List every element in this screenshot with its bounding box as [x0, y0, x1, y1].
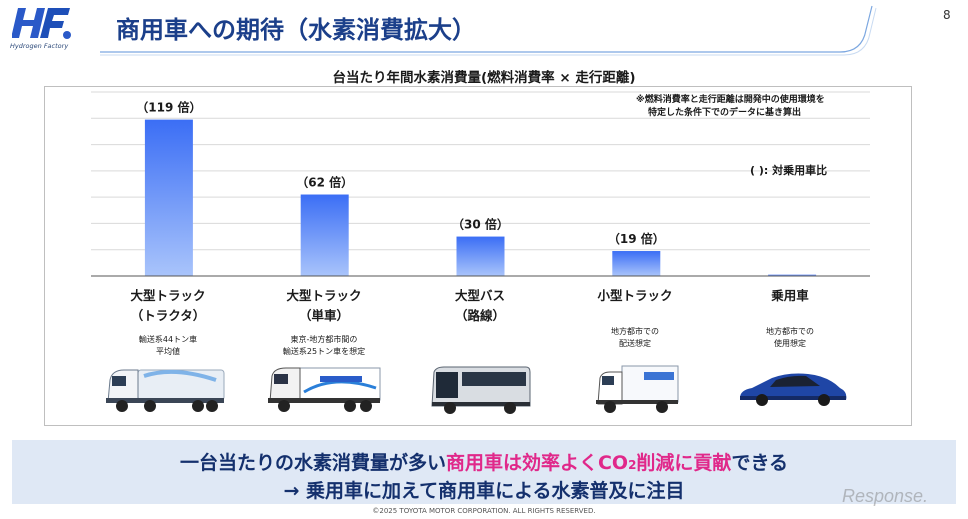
category-desc: 使用想定 [774, 339, 806, 348]
tractor-truck-icon [106, 369, 225, 412]
category-bus: 大型バス （路線） [420, 286, 540, 326]
box-truck-icon [268, 367, 381, 412]
note-line-2: 特定した条件下でのデータに基き算出 [648, 108, 802, 118]
bar-value-label: （62 倍） [296, 175, 353, 190]
category-small-truck: 小型トラック 地方都市での 配送想定 [575, 286, 695, 350]
conclusion-banner: 一台当たりの水素消費量が多い商用車は効率よくCO2削減に貢献できる → 乗用車に… [12, 440, 956, 504]
bar-2 [300, 194, 349, 276]
chart-frame [44, 86, 912, 426]
hydrogen-factory-logo-icon [12, 8, 71, 39]
banner-highlight: 商用車は効率よくCO [445, 452, 629, 474]
calculation-note: ※燃料消費率と走行距離は開発中の使用環境を 特定した条件下でのデータに基き算出 [636, 94, 825, 120]
category-name: 乗用車 [771, 288, 809, 303]
category-box-truck: 大型トラック （単車） 東京-地方都市間の 輸送系25トン車を想定 [264, 286, 384, 358]
note-line-1: ※燃料消費率と走行距離は開発中の使用環境を [636, 95, 825, 105]
sedan-car-icon [740, 373, 847, 406]
page-title: 商用車への期待（水素消費拡大） [116, 16, 476, 44]
bar-1 [144, 119, 193, 276]
category-subname: （単車） [298, 308, 349, 323]
banner-highlight: 削減に貢献 [636, 452, 732, 474]
copyright: ©2025 TOYOTA MOTOR CORPORATION. ALL RIGH… [372, 507, 596, 515]
ratio-note: ( ): 対乗用車比 [750, 164, 828, 177]
category-desc: 輸送系44トン車 [138, 335, 198, 344]
chart-title: 台当たり年間水素消費量(燃料消費率 × 走行距離) [332, 70, 636, 86]
category-subname: （路線） [454, 308, 505, 323]
banner-text: できる [731, 452, 789, 474]
banner-subscript: 2 [628, 458, 637, 472]
category-tractor-truck: 大型トラック （トラクタ） 輸送系44トン車 平均値 [108, 286, 228, 358]
category-subname: （トラクタ） [130, 308, 206, 323]
category-desc: 輸送系25トン車を想定 [282, 347, 366, 356]
bar-value-label: （119 倍） [136, 100, 201, 115]
category-desc: 東京-地方都市間の [290, 335, 358, 344]
bar-value-label: （30 倍） [452, 217, 509, 232]
category-name: 大型バス [454, 288, 505, 303]
bar-4 [612, 251, 661, 276]
company-logo: Hydrogen Factory [8, 6, 86, 54]
bar-value-label: （19 倍） [608, 231, 665, 246]
category-desc: 地方都市での [611, 327, 659, 336]
category-desc: 地方都市での [766, 327, 814, 336]
category-sedan: 乗用車 地方都市での 使用想定 [730, 286, 850, 350]
page-number: 8 [943, 8, 951, 22]
bar-chart: （119 倍） （62 倍） （30 倍） （19 倍） [91, 91, 870, 277]
category-desc: 配送想定 [619, 339, 651, 348]
banner-text: 一台当たりの水素消費量が多い [179, 452, 446, 474]
bar-3 [456, 236, 505, 276]
category-desc: 平均値 [156, 347, 180, 356]
logo-caption: Hydrogen Factory [10, 42, 69, 50]
category-name: 大型トラック [130, 288, 206, 303]
bar-5 [768, 274, 817, 276]
banner-line-1: 一台当たりの水素消費量が多い商用車は効率よくCO2削減に貢献できる [12, 448, 956, 475]
category-name: 大型トラック [286, 288, 362, 303]
category-name: 小型トラック [597, 288, 673, 303]
bus-icon [431, 366, 531, 414]
small-truck-icon [596, 365, 679, 413]
response-watermark: Response. [842, 486, 929, 506]
banner-line-2: → 乗用車に加えて商用車による水素普及に注目 [283, 480, 685, 502]
